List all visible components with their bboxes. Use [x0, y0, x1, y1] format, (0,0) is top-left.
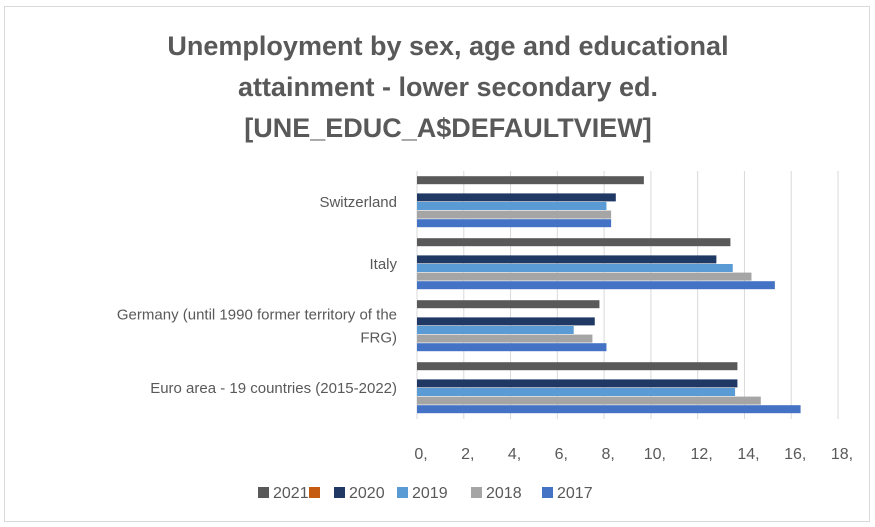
category-label: Switzerland: [319, 194, 397, 211]
x-tick-label: 2,: [461, 446, 474, 463]
bar: [417, 176, 644, 185]
bar: [417, 396, 761, 405]
x-tick-label: 0,: [414, 446, 427, 463]
x-tick-label: 18,: [831, 446, 853, 463]
x-tick-label: 16,: [784, 446, 806, 463]
category-label: Germany (until 1990 former territory of …: [117, 307, 397, 324]
chart-title-line: Unemployment by sex, age and educational: [167, 31, 728, 61]
x-tick-label: 8,: [601, 446, 614, 463]
category-label: Euro area - 19 countries (2015-2022): [150, 380, 397, 397]
x-tick-label: 6,: [555, 446, 568, 463]
chart: Unemployment by sex, age and educational…: [117, 31, 853, 502]
legend-label: 2020: [349, 485, 385, 502]
bar: [417, 379, 738, 388]
legend-swatch: [542, 487, 553, 498]
bar: [417, 255, 717, 264]
legend-label: 2021: [273, 485, 309, 502]
x-tick-label: 14,: [737, 446, 759, 463]
legend-swatch: [471, 487, 482, 498]
bar: [417, 264, 733, 272]
chart-title-line: attainment - lower secondary ed.: [238, 72, 658, 102]
bar: [417, 210, 612, 219]
category-label: Italy: [369, 256, 397, 273]
legend-swatch: [309, 487, 320, 498]
legend-label: 2019: [412, 485, 448, 502]
legend-label: 2017: [557, 485, 593, 502]
bar: [417, 300, 600, 309]
legend-swatch: [334, 487, 345, 498]
bar: [417, 388, 736, 396]
bar: [417, 219, 612, 228]
bar: [417, 326, 574, 334]
legend-swatch: [397, 487, 408, 498]
bar: [417, 202, 607, 210]
bar: [417, 343, 607, 352]
chart-title-line: [UNE_EDUC_A$DEFAULTVIEW]: [244, 113, 652, 143]
bar: [417, 272, 752, 281]
category-label: FRG): [360, 330, 397, 347]
bar: [417, 193, 616, 202]
bar: [417, 238, 731, 247]
legend-swatch: [258, 487, 269, 498]
chart-frame: Unemployment by sex, age and educational…: [4, 6, 870, 522]
bar: [417, 405, 801, 414]
x-tick-label: 12,: [691, 446, 713, 463]
bar: [417, 281, 775, 290]
legend-label: 2018: [486, 485, 522, 502]
bar: [417, 334, 593, 343]
x-tick-label: 10,: [644, 446, 666, 463]
x-tick-label: 4,: [508, 446, 521, 463]
bar: [417, 317, 595, 326]
bar: [417, 362, 738, 371]
